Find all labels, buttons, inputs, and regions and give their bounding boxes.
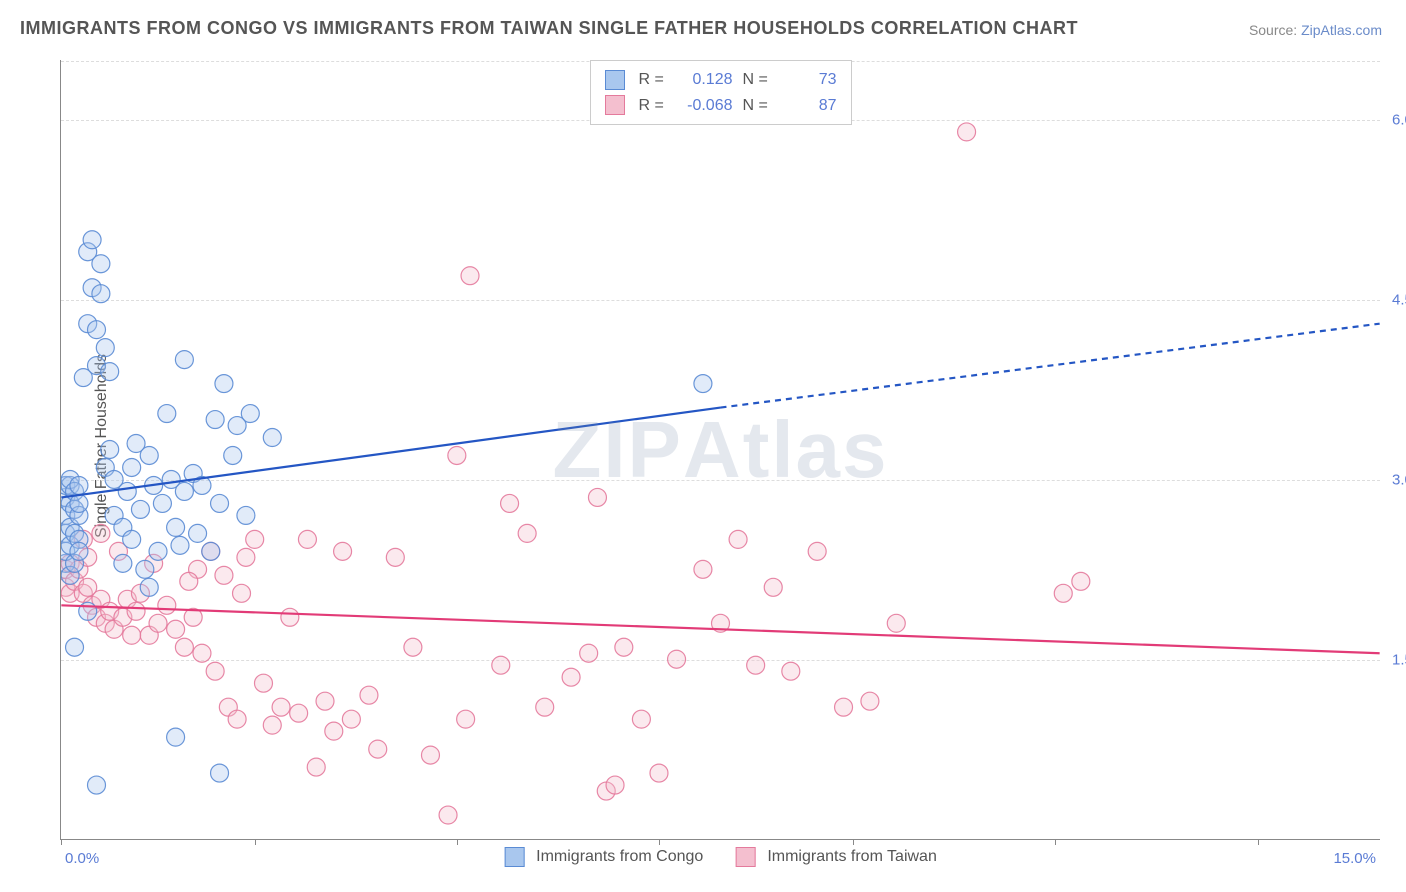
swatch-icon [735,847,755,867]
plot-area: R = 0.128 N = 73 R = -0.068 N = 87 ZIPAt… [60,60,1380,840]
x-tick-mark [1258,839,1259,845]
n-label: N = [743,67,771,93]
y-tick-label: 6.0% [1384,112,1406,129]
source-link[interactable]: ZipAtlas.com [1301,22,1382,38]
legend: Immigrants from Congo Immigrants from Ta… [504,847,937,867]
swatch-icon [504,847,524,867]
x-tick-max: 15.0% [1333,850,1376,867]
n-label: N = [743,93,771,119]
correlation-stats-box: R = 0.128 N = 73 R = -0.068 N = 87 [590,60,852,125]
r-label: R = [639,67,667,93]
x-tick-min: 0.0% [65,850,99,867]
r-value: -0.068 [677,93,733,119]
x-tick-mark [659,839,660,845]
stats-row-series-2: R = -0.068 N = 87 [605,93,837,119]
x-tick-mark [255,839,256,845]
x-tick-mark [1055,839,1056,845]
legend-label: Immigrants from Taiwan [767,848,937,866]
scatter-chart [61,60,1380,839]
swatch-icon [605,70,625,90]
legend-label: Immigrants from Congo [536,848,703,866]
source-attribution: Source: ZipAtlas.com [1249,22,1382,38]
chart-title: IMMIGRANTS FROM CONGO VS IMMIGRANTS FROM… [20,18,1078,39]
legend-item: Immigrants from Taiwan [735,847,937,867]
n-value: 87 [781,93,837,119]
x-tick-mark [853,839,854,845]
n-value: 73 [781,67,837,93]
source-prefix: Source: [1249,22,1301,38]
x-tick-mark [457,839,458,845]
r-value: 0.128 [677,67,733,93]
legend-item: Immigrants from Congo [504,847,703,867]
r-label: R = [639,93,667,119]
y-tick-label: 4.5% [1384,292,1406,309]
x-tick-mark [61,839,62,845]
swatch-icon [605,95,625,115]
stats-row-series-1: R = 0.128 N = 73 [605,67,837,93]
y-tick-label: 3.0% [1384,472,1406,489]
y-tick-label: 1.5% [1384,652,1406,669]
